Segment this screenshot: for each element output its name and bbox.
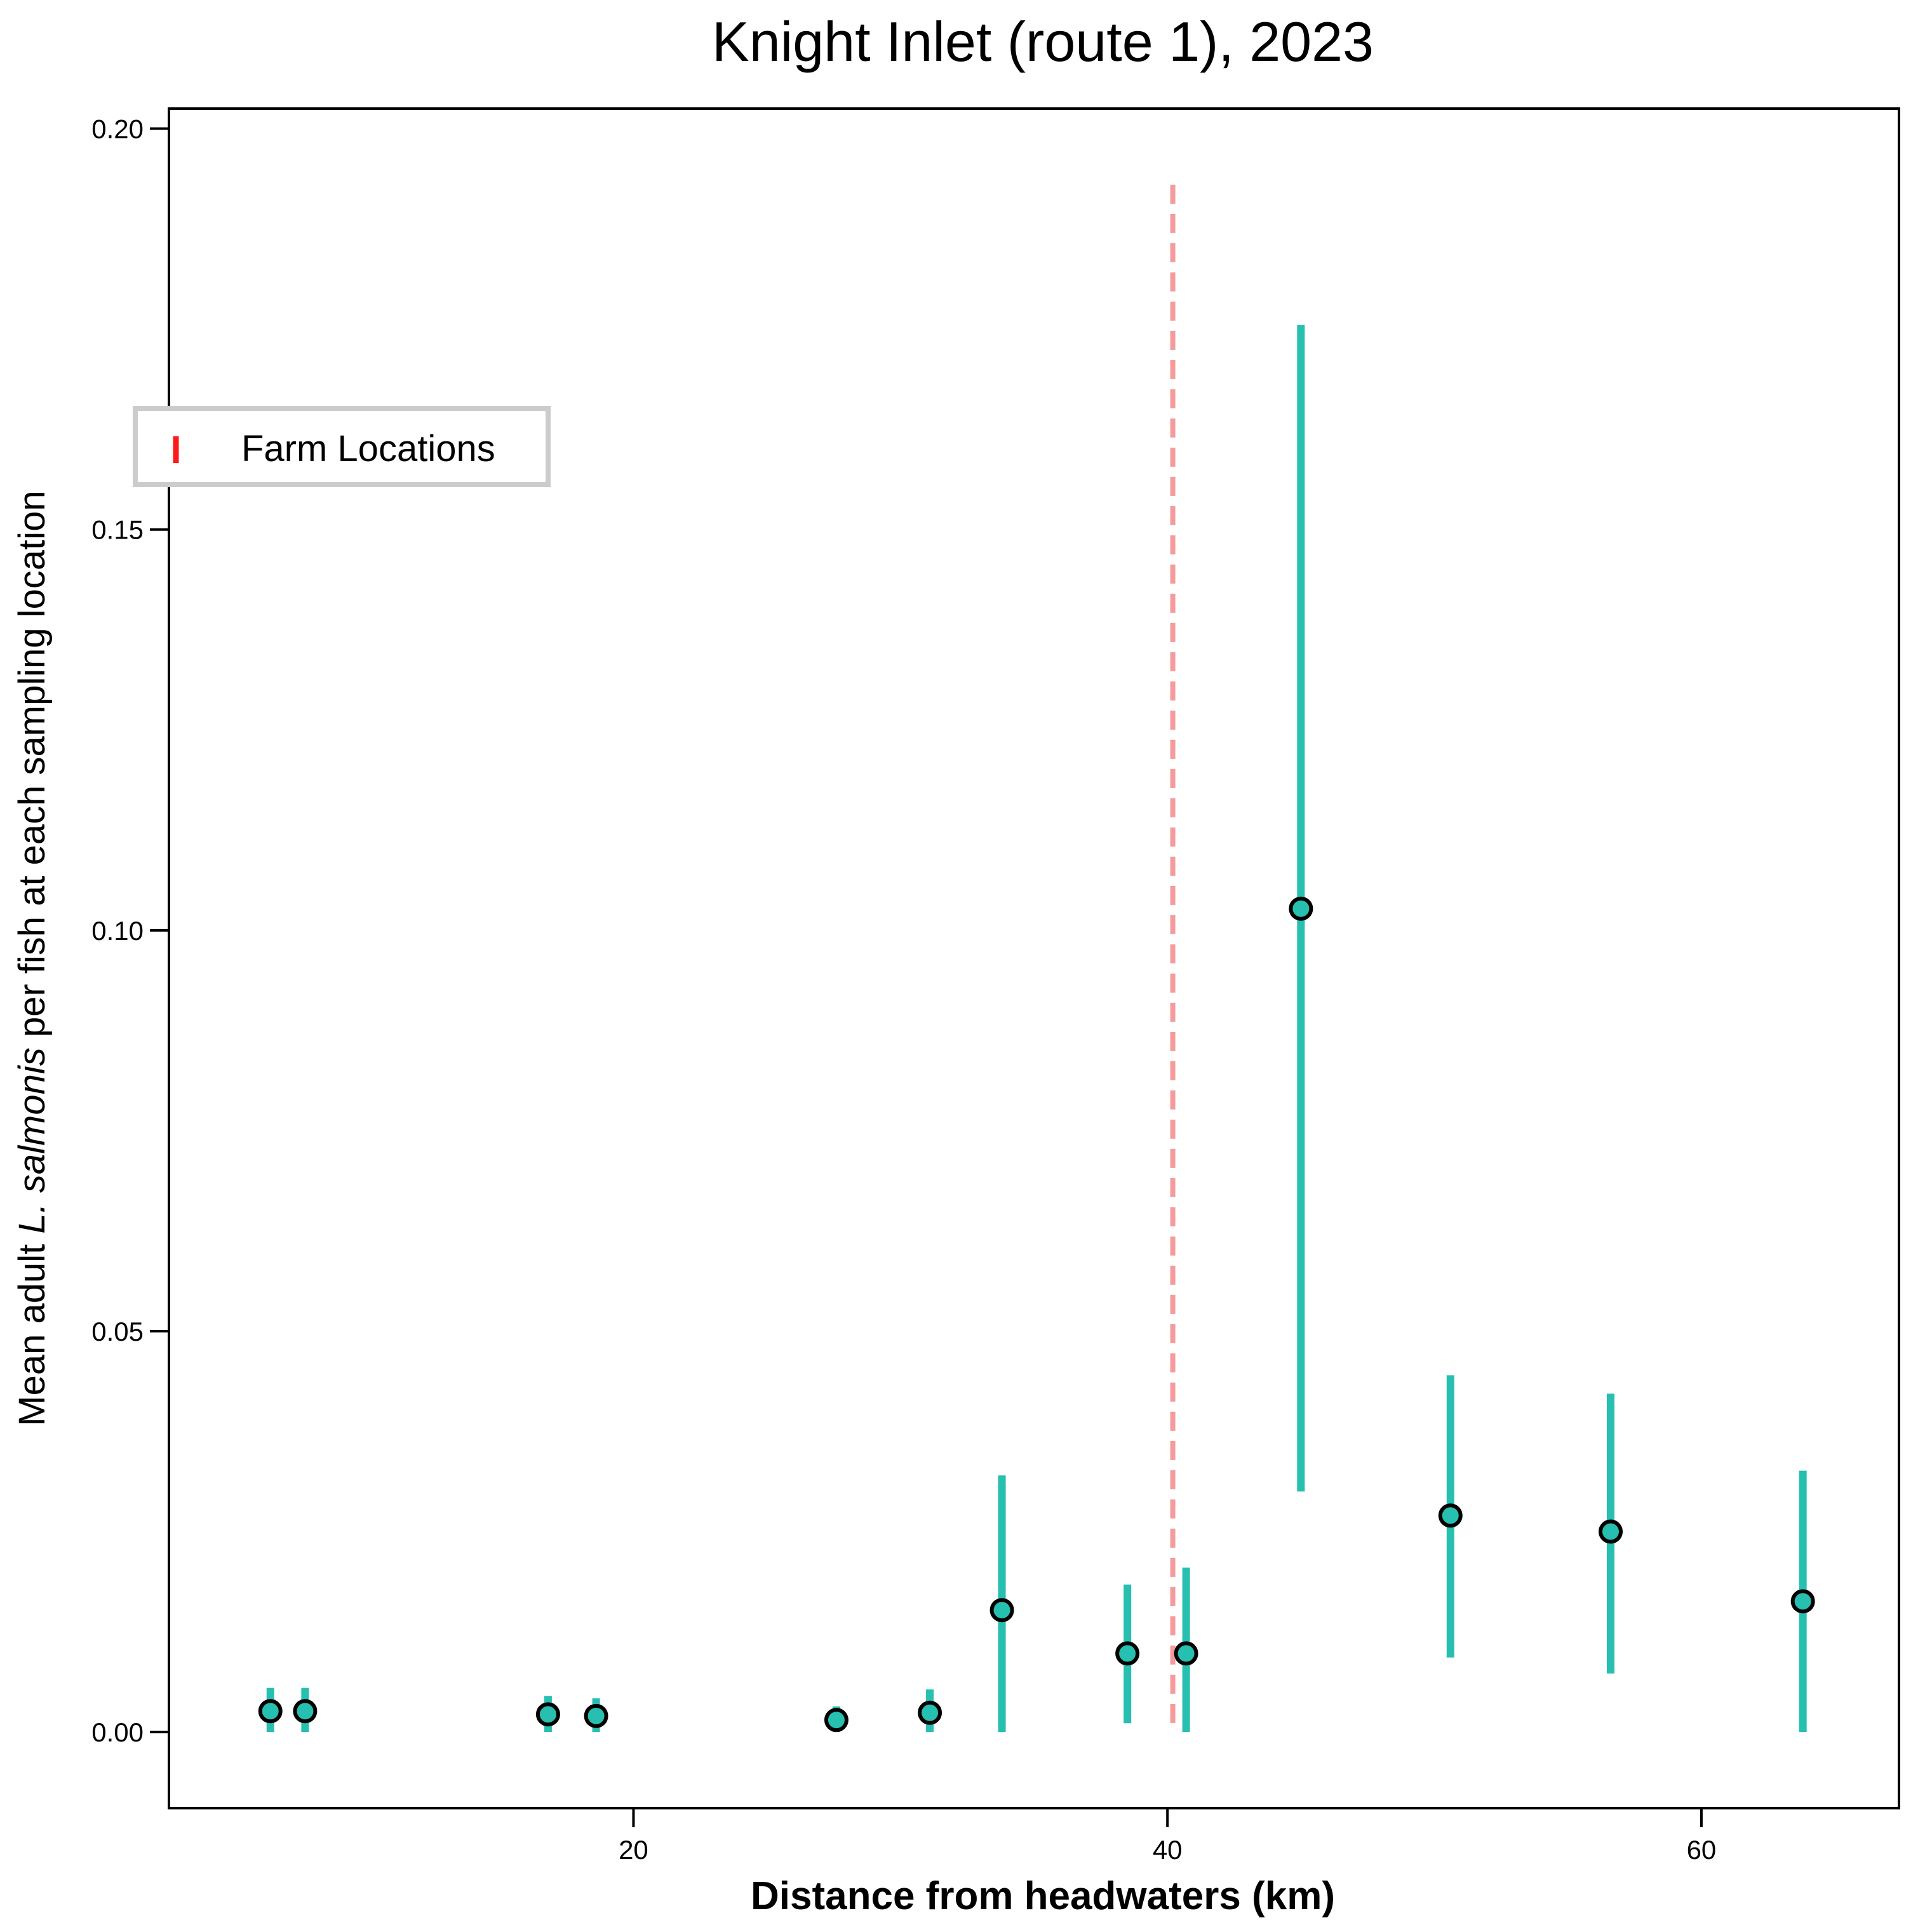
plot-frame: [168, 107, 1900, 1809]
data-point-1: [293, 1699, 318, 1724]
x-tick-label-0: 20: [619, 1835, 648, 1865]
legend-box: [133, 406, 551, 487]
data-point-7: [1115, 1641, 1140, 1666]
y-axis-label-before: Mean adult: [11, 1234, 53, 1426]
x-tick-label-1: 40: [1153, 1835, 1183, 1865]
data-point-0: [258, 1699, 283, 1724]
legend: Farm Locations: [133, 406, 551, 487]
y-tick-label-2: 0.10: [91, 916, 144, 946]
data-point-5: [918, 1700, 943, 1725]
x-axis-ticks: 20 40 60: [619, 1808, 1716, 1865]
y-tick-label-4: 0.20: [91, 114, 144, 144]
y-axis-ticks: 0.00 0.05 0.10 0.15 0.20: [91, 114, 169, 1747]
data-point-6: [989, 1598, 1014, 1623]
chart-title: Knight Inlet (route 1), 2023: [712, 10, 1374, 73]
data-point-8: [1174, 1641, 1198, 1666]
data-point-11: [1599, 1519, 1623, 1544]
data-point-2: [535, 1702, 560, 1727]
x-tick-label-2: 60: [1687, 1835, 1717, 1865]
y-tick-label-0: 0.00: [91, 1717, 144, 1747]
y-tick-label-3: 0.15: [91, 515, 144, 545]
y-axis-label-species: L. salmonis: [11, 1047, 53, 1233]
x-axis-label: Distance from headwaters (km): [751, 1874, 1335, 1918]
data-point-10: [1438, 1503, 1463, 1528]
data-point-12: [1790, 1589, 1815, 1614]
y-tick-label-1: 0.05: [91, 1317, 144, 1346]
data-point-4: [824, 1708, 849, 1733]
data-point-9: [1289, 896, 1313, 921]
y-axis-label: Mean adult L. salmonis per fish at each …: [11, 490, 53, 1426]
data-points: [258, 896, 1815, 1733]
data-point-3: [584, 1703, 608, 1728]
y-axis-label-after: per fish at each sampling location: [11, 490, 53, 1047]
legend-label-farm: Farm Locations: [241, 428, 495, 469]
